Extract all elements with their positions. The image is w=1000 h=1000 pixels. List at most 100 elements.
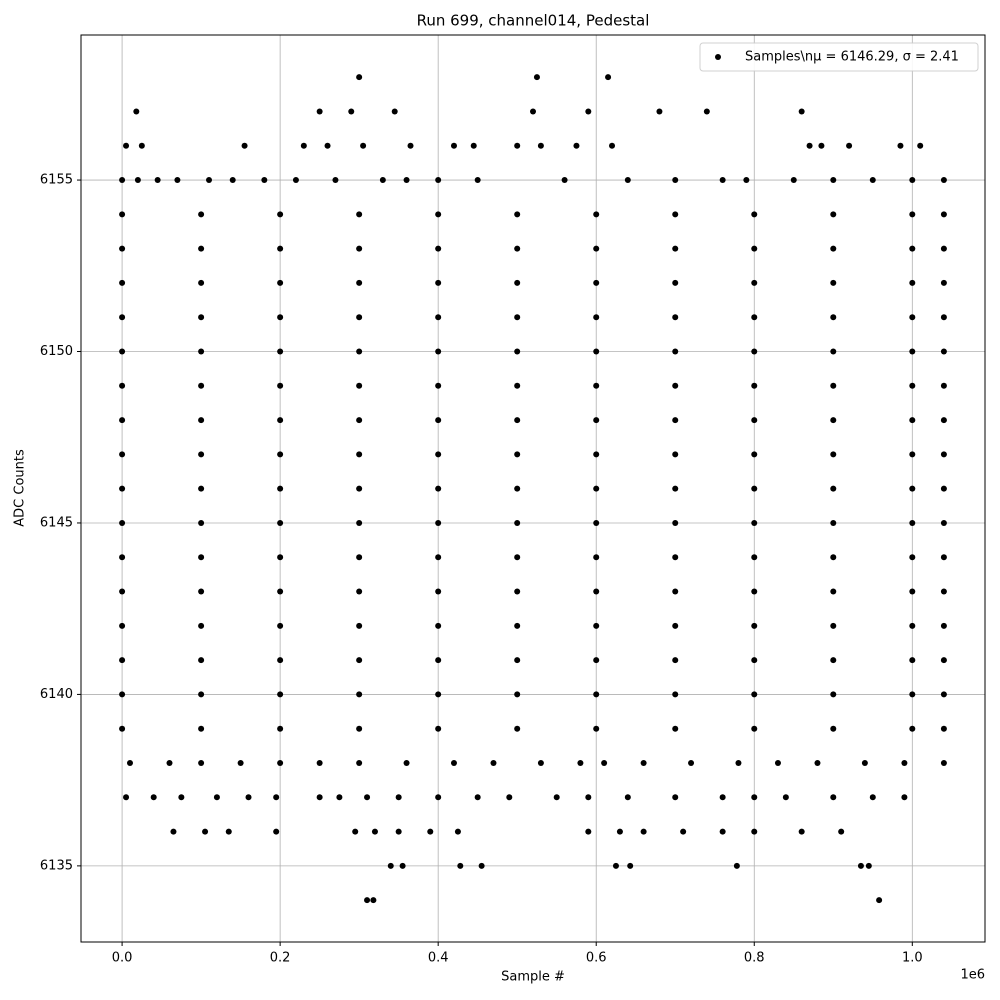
point xyxy=(909,382,916,389)
point xyxy=(830,691,837,698)
point xyxy=(435,348,442,355)
point xyxy=(830,348,837,355)
point xyxy=(940,348,947,355)
x-tick-label: 1.0 xyxy=(902,951,923,966)
point xyxy=(174,177,181,184)
series xyxy=(119,74,947,904)
point xyxy=(206,177,213,184)
point xyxy=(830,794,837,801)
point xyxy=(751,554,758,561)
point xyxy=(940,588,947,595)
point xyxy=(427,828,434,835)
point xyxy=(743,177,750,184)
point xyxy=(277,451,284,458)
point xyxy=(403,177,410,184)
point xyxy=(627,862,634,869)
point xyxy=(119,588,126,595)
point xyxy=(332,177,339,184)
point xyxy=(751,519,758,526)
point xyxy=(656,108,663,115)
point xyxy=(593,451,600,458)
point xyxy=(909,245,916,252)
point xyxy=(593,588,600,595)
y-tick-label: 6135 xyxy=(40,858,73,873)
point xyxy=(119,279,126,286)
point xyxy=(277,417,284,424)
point xyxy=(119,622,126,629)
x-tick-label: 0.4 xyxy=(428,951,449,966)
point xyxy=(672,691,679,698)
point xyxy=(593,519,600,526)
point xyxy=(198,451,205,458)
point xyxy=(909,177,916,184)
point xyxy=(830,211,837,218)
point xyxy=(585,828,592,835)
point xyxy=(133,108,140,115)
point xyxy=(751,828,758,835)
point xyxy=(450,760,457,767)
point xyxy=(838,828,845,835)
point xyxy=(514,314,521,321)
point xyxy=(514,519,521,526)
x-tick-label: 0.2 xyxy=(270,951,291,966)
point xyxy=(593,382,600,389)
point xyxy=(530,108,536,115)
point xyxy=(138,142,145,149)
point xyxy=(277,382,284,389)
point xyxy=(909,485,916,492)
legend-marker xyxy=(715,54,721,60)
point xyxy=(818,142,825,149)
point xyxy=(830,314,837,321)
x-offset-label: 1e6 xyxy=(960,968,985,983)
point xyxy=(237,760,244,767)
point xyxy=(229,177,236,184)
point xyxy=(170,828,177,835)
point xyxy=(672,519,679,526)
point xyxy=(119,211,126,218)
point xyxy=(909,725,916,732)
point xyxy=(356,519,363,526)
point xyxy=(356,417,363,424)
point xyxy=(846,142,853,149)
point xyxy=(277,657,284,664)
point xyxy=(399,862,406,869)
point xyxy=(395,828,402,835)
point xyxy=(198,588,205,595)
point xyxy=(561,177,568,184)
point xyxy=(940,554,947,561)
point xyxy=(605,74,612,81)
point xyxy=(640,760,647,767)
point xyxy=(198,725,205,732)
point xyxy=(292,177,299,184)
point xyxy=(506,794,513,801)
point xyxy=(672,417,679,424)
point xyxy=(379,177,386,184)
point xyxy=(356,588,363,595)
point xyxy=(119,348,126,355)
point xyxy=(198,245,205,252)
point xyxy=(435,691,442,698)
point xyxy=(514,451,521,458)
point xyxy=(688,760,695,767)
point xyxy=(940,177,947,184)
point xyxy=(273,794,280,801)
point xyxy=(901,794,908,801)
point xyxy=(435,519,442,526)
point xyxy=(672,485,679,492)
point xyxy=(198,485,205,492)
point xyxy=(514,211,521,218)
point xyxy=(585,108,592,115)
point xyxy=(356,279,363,286)
point xyxy=(672,794,679,801)
point xyxy=(336,794,343,801)
point xyxy=(435,279,442,286)
point xyxy=(514,588,521,595)
point xyxy=(593,725,600,732)
point xyxy=(119,417,126,424)
point xyxy=(198,382,205,389)
point xyxy=(672,622,679,629)
point xyxy=(940,417,947,424)
point xyxy=(198,691,205,698)
point xyxy=(198,760,205,767)
point xyxy=(672,382,679,389)
